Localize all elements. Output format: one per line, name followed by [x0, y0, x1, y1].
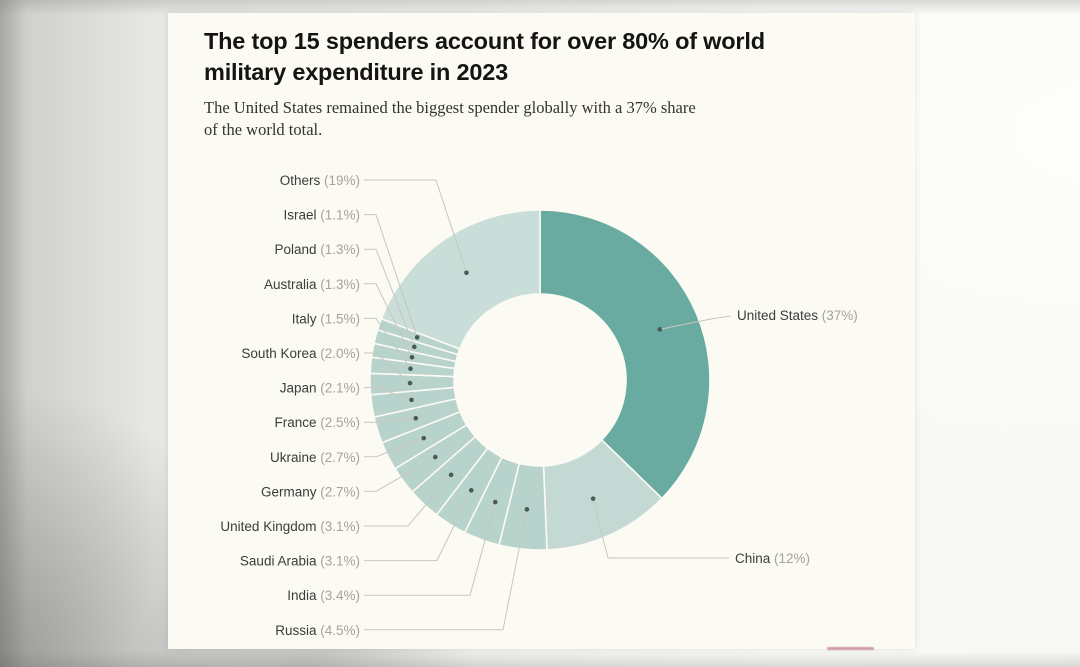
leader-line-united-kingdom — [364, 474, 452, 527]
slice-label-united-kingdom: United Kingdom (3.1%) — [220, 519, 360, 534]
slice-dot-russia — [524, 507, 530, 512]
chart-subtitle: The United States remained the biggest s… — [204, 98, 696, 140]
slice-label-others: Others (19%) — [280, 173, 360, 188]
leader-line-italy — [364, 317, 411, 369]
leader-line-united-states — [659, 315, 732, 330]
slice-label-united-states: United States (37%) — [737, 308, 858, 323]
donut-chart: Others (19%) Israel (1.1%) Poland (1.3%) Au… — [220, 173, 858, 638]
slice-dot-germany — [432, 454, 438, 460]
red-mark — [827, 647, 874, 650]
leader-line-france — [364, 417, 416, 423]
slice-label-south-korea: South Korea (2.0%) — [241, 346, 360, 361]
slice-label-israel: Israel (1.1%) — [283, 207, 360, 222]
leader-line-india — [364, 501, 496, 596]
slice-label-germany: Germany (2.7%) — [261, 484, 360, 499]
donut-slice-united-states — [539, 209, 711, 500]
slice-dot-italy — [408, 366, 413, 372]
slice-dot-poland — [411, 344, 417, 350]
leader-line-saudi-arabia — [364, 490, 472, 562]
leader-line-australia — [364, 283, 413, 358]
slice-label-japan: Japan (2.1%) — [280, 380, 360, 395]
leader-line-ukraine — [364, 437, 424, 458]
slice-dot-south-korea — [407, 380, 413, 386]
slice-label-australia: Australia (1.3%) — [264, 276, 360, 291]
slice-label-china: China (12%) — [735, 551, 810, 566]
slice-label-india: India (3.4%) — [287, 588, 360, 603]
slice-dot-australia — [409, 354, 415, 360]
slice-label-russia: Russia (4.5%) — [275, 622, 360, 637]
slice-dot-saudi-arabia — [468, 488, 474, 493]
slice-dot-japan — [409, 397, 414, 403]
leader-line-south-korea — [364, 352, 411, 384]
slice-label-poland: Poland (1.3%) — [274, 242, 360, 257]
leader-line-germany — [364, 456, 436, 492]
slice-dot-israel — [414, 335, 420, 340]
leader-line-china — [592, 498, 729, 559]
leader-line-japan — [364, 387, 412, 401]
slice-dot-others — [464, 270, 469, 276]
slice-dot-ukraine — [421, 435, 427, 441]
slice-dot-china — [590, 496, 596, 501]
chart-title: The top 15 spenders account for over 80%… — [204, 28, 765, 86]
leader-line-russia — [364, 509, 528, 631]
leader-line-poland — [364, 248, 415, 348]
slice-dot-france — [413, 415, 419, 421]
slice-label-ukraine: Ukraine (2.7%) — [270, 449, 360, 464]
slice-dot-india — [492, 499, 498, 505]
slice-label-italy: Italy (1.5%) — [292, 311, 360, 326]
slice-label-france: France (2.5%) — [274, 415, 360, 430]
slice-dot-united-states — [657, 327, 663, 332]
leader-line-israel — [364, 214, 418, 338]
slice-dot-united-kingdom — [448, 472, 454, 478]
leader-line-others — [364, 179, 467, 273]
infographic-card: The top 15 spenders account for over 80%… — [168, 13, 915, 650]
donut-slice-others — [380, 209, 541, 350]
slice-label-saudi-arabia: Saudi Arabia (3.1%) — [240, 553, 360, 568]
